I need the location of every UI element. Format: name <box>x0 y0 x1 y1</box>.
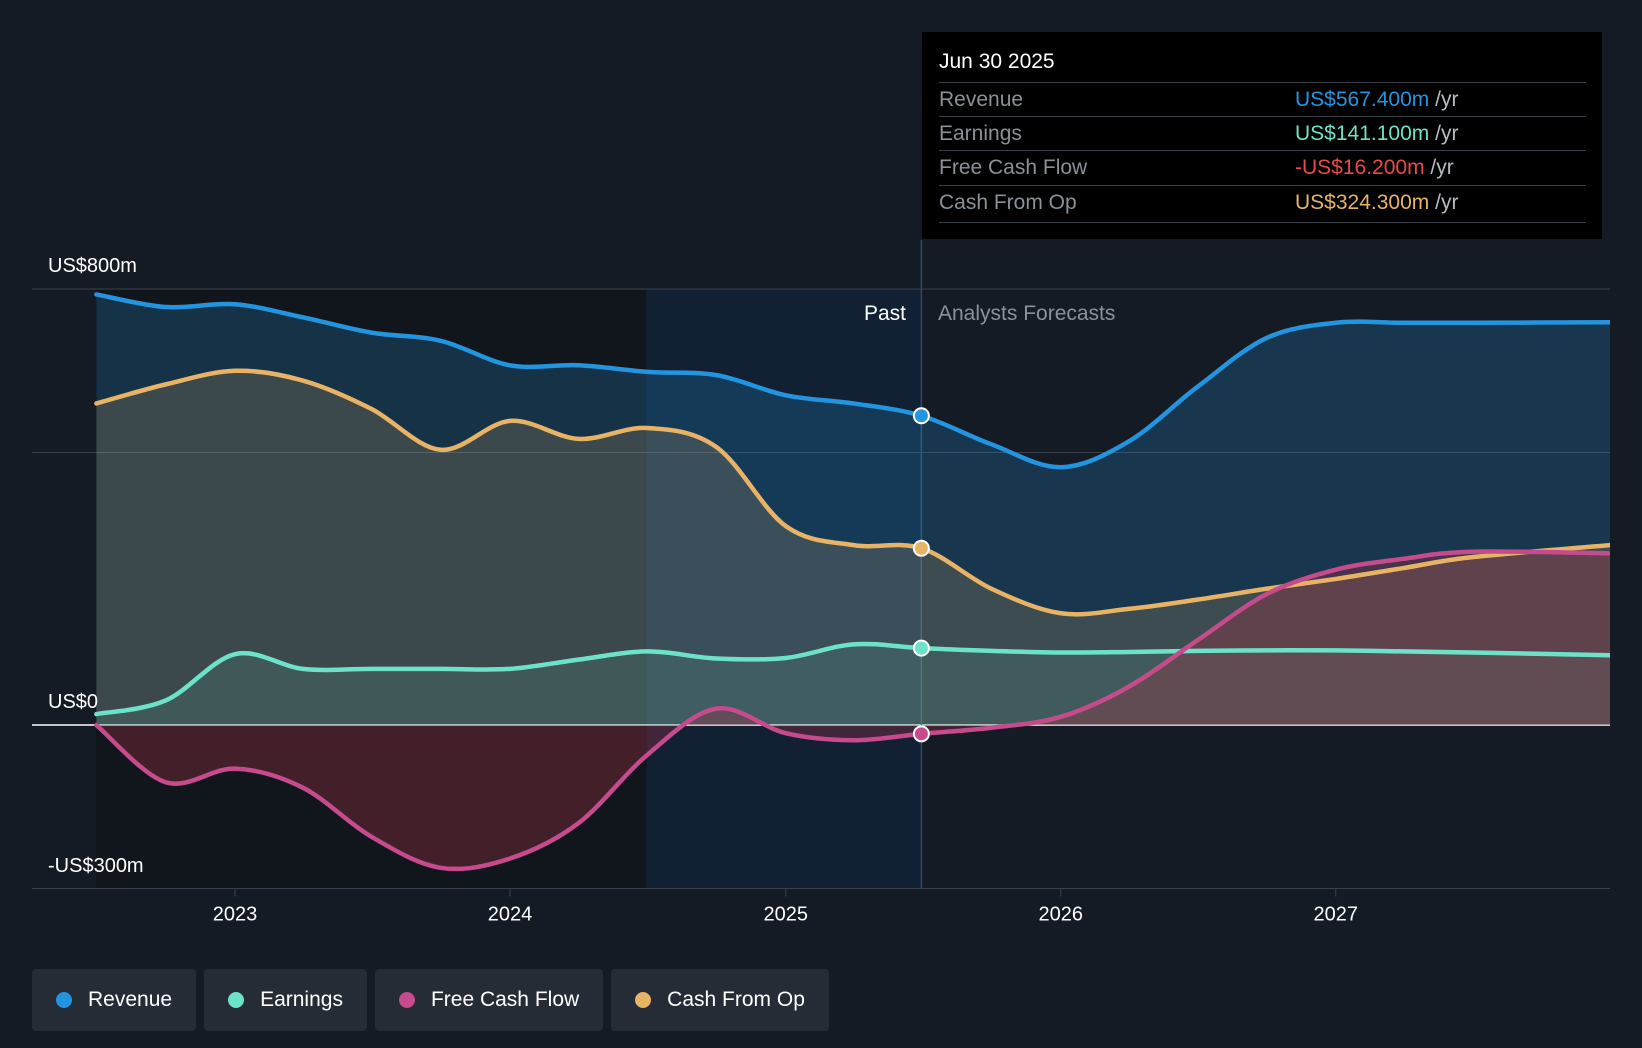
hover-tooltip: Jun 30 2025 Revenue US$567.400m /yr Earn… <box>922 32 1602 239</box>
free-cash-flow-line <box>94 549 1610 872</box>
free-cash-flow-area <box>96 551 1610 869</box>
highlight-region-bg <box>646 289 922 889</box>
tooltip-label: Earnings <box>939 122 1022 145</box>
legend-dot-icon <box>635 992 652 1008</box>
tooltip-date: Jun 30 2025 <box>939 50 1055 73</box>
tooltip-row-revenue: Revenue US$567.400m /yr <box>939 82 1586 117</box>
tooltip-row-cash-from-op: Cash From Op US$324.300m /yr <box>939 185 1586 220</box>
x-tick-label: 2023 <box>213 904 258 926</box>
tooltip-label: Revenue <box>939 88 1024 111</box>
revenue-line <box>94 292 1610 470</box>
revenue-marker[interactable] <box>912 407 930 425</box>
y-label-zero: US$0 <box>48 691 98 713</box>
forecast-region-label: Analysts Forecasts <box>938 302 1115 325</box>
legend-label: Cash From Op <box>667 988 805 1011</box>
legend-item-earnings[interactable]: Earnings <box>204 969 367 1031</box>
earnings-area <box>96 643 1610 725</box>
tooltip-row-free-cash-flow: Free Cash Flow -US$16.200m /yr <box>939 150 1586 185</box>
legend-dot-icon <box>56 992 72 1008</box>
legend-label: Free Cash Flow <box>430 988 580 1011</box>
tooltip-divider <box>939 222 1586 223</box>
legend-label: Earnings <box>260 988 343 1011</box>
earnings-line <box>94 641 1610 717</box>
legend-label: Revenue <box>88 988 173 1011</box>
y-label-top: US$800m <box>48 255 137 277</box>
tooltip-row-earnings: Earnings US$141.100m /yr <box>939 116 1586 151</box>
legend-item-revenue[interactable]: Revenue <box>32 969 197 1031</box>
x-tick-label: 2024 <box>488 904 533 926</box>
x-tick-label: 2025 <box>764 904 809 926</box>
legend-item-free-cash-flow[interactable]: Free Cash Flow <box>374 969 604 1031</box>
cash-from-op-area <box>96 370 1610 725</box>
y-label-bottom: -US$300m <box>48 855 144 877</box>
chart-legend: Revenue Earnings Free Cash Flow Cash Fro… <box>32 969 829 1031</box>
x-tick-label: 2027 <box>1314 904 1359 926</box>
earnings-marker[interactable] <box>912 639 930 657</box>
legend-dot-icon <box>228 992 245 1008</box>
tooltip-value: US$324.300m /yr <box>1295 191 1459 214</box>
tooltip-label: Cash From Op <box>939 191 1077 214</box>
past-region-label: Past <box>864 302 906 325</box>
legend-item-cash-from-op[interactable]: Cash From Op <box>611 969 829 1031</box>
cash-from-op-line <box>94 368 1610 617</box>
tooltip-label: Free Cash Flow <box>939 156 1088 179</box>
free-cash-flow-marker[interactable] <box>912 725 930 743</box>
legend-dot-icon <box>398 992 415 1008</box>
tooltip-value: -US$16.200m /yr <box>1295 156 1454 179</box>
cash-from-op-marker[interactable] <box>912 539 930 557</box>
past-region-bg <box>96 289 647 889</box>
tooltip-value: US$141.100m /yr <box>1295 122 1459 145</box>
x-tick-label: 2026 <box>1039 904 1084 926</box>
tooltip-value: US$567.400m /yr <box>1295 88 1459 111</box>
